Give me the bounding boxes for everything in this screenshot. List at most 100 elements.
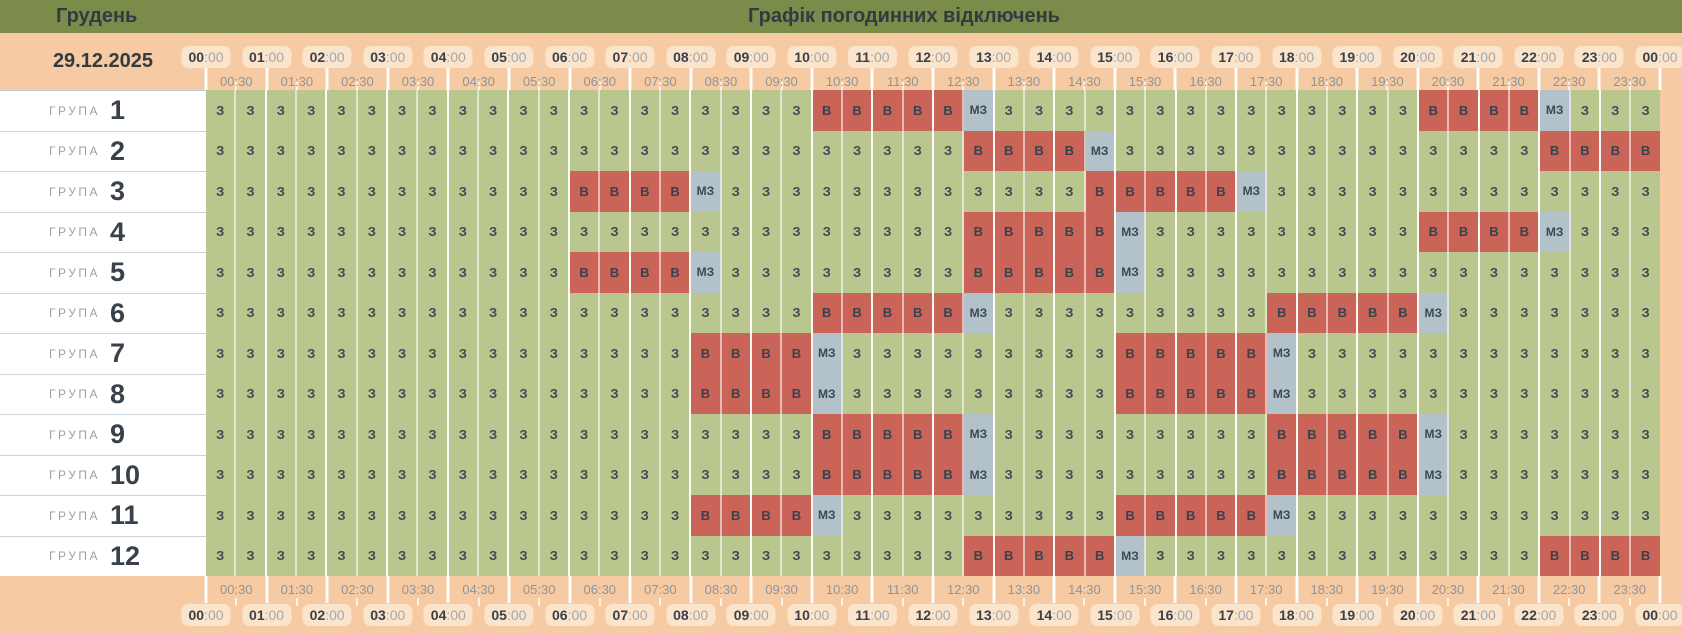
hour-tick <box>931 576 935 603</box>
schedule-cell: З <box>1631 373 1660 414</box>
schedule-cell: З <box>751 90 783 131</box>
schedule-cell: З <box>206 130 237 171</box>
hour-tick <box>870 59 874 90</box>
half-hour-label: 06:30 <box>583 74 617 89</box>
hour-value: 20 <box>1400 607 1416 623</box>
schedule-cell: В <box>964 130 995 171</box>
schedule-cell: В <box>842 414 874 455</box>
schedule-cell: З <box>842 211 874 252</box>
schedule-cell: В <box>1206 373 1238 414</box>
group-row: ГРУПА 9 З З З З З З З З З З З З З З З З З З З З В В В В В МЗ З З З З З З З… <box>0 414 1660 455</box>
minutes-suffix: :00 <box>1415 49 1436 65</box>
hour-label: 21:00 <box>1453 604 1503 626</box>
schedule-cell: З <box>569 414 601 455</box>
schedule-cell: З <box>206 171 237 212</box>
schedule-cell: З <box>1297 373 1329 414</box>
half-hour-tick <box>1386 82 1389 90</box>
schedule-cell: З <box>387 414 419 455</box>
schedule-cell: З <box>994 292 1025 333</box>
schedule-cell: З <box>842 535 874 576</box>
schedule-cell: МЗ <box>964 454 995 495</box>
group-prefix-label: ГРУПА <box>49 427 100 442</box>
schedule-cell: В <box>1297 414 1329 455</box>
hour-tick <box>446 576 450 603</box>
schedule-cell: З <box>1237 292 1268 333</box>
hour-tick <box>689 576 693 603</box>
schedule-cell: З <box>994 90 1025 131</box>
schedule-cell: З <box>1237 252 1268 293</box>
schedule-cell: З <box>721 252 752 293</box>
half-hour-tick <box>1144 82 1147 90</box>
schedule-cell: З <box>448 130 479 171</box>
hour-value: 10 <box>794 607 810 623</box>
hour-tick <box>1416 59 1420 90</box>
schedule-cell: В <box>1328 292 1359 333</box>
schedule-cell: З <box>418 535 449 576</box>
schedule-cell: З <box>994 495 1025 536</box>
schedule-cell: З <box>751 252 783 293</box>
schedule-cell: З <box>418 454 449 495</box>
schedule-cell: З <box>1328 535 1359 576</box>
schedule-cell: З <box>1540 252 1571 293</box>
minutes-suffix: :00 <box>1597 607 1617 623</box>
schedule-cell: З <box>266 414 297 455</box>
schedule-cell: З <box>387 90 419 131</box>
schedule-cell: З <box>721 535 752 576</box>
schedule-cell: З <box>1085 292 1116 333</box>
schedule-cell: З <box>782 454 813 495</box>
half-hour-tick <box>1325 82 1328 90</box>
half-hour-tick <box>901 598 904 606</box>
half-hour-label: 12:30 <box>947 74 980 89</box>
group-label: ГРУПА 10 <box>0 454 206 495</box>
schedule-cell: В <box>1206 171 1238 212</box>
schedule-cell: З <box>630 333 661 374</box>
hour-label: 04:00 <box>423 46 473 68</box>
half-hour-tick <box>719 82 722 90</box>
schedule-cell: З <box>842 333 874 374</box>
schedule-cell: В <box>1419 90 1450 131</box>
hour-value: 12 <box>915 607 932 623</box>
schedule-cell: З <box>478 252 510 293</box>
hour-label: 07:00 <box>605 604 655 626</box>
schedule-cell: З <box>1358 252 1389 293</box>
schedule-cell: З <box>782 130 813 171</box>
schedule-cell: В <box>994 130 1025 171</box>
schedule-cell: З <box>539 90 570 131</box>
half-hour-label: 13:30 <box>1007 74 1041 89</box>
schedule-cell: З <box>1176 90 1207 131</box>
schedule-cell: В <box>1631 130 1660 171</box>
schedule-cell: З <box>357 252 388 293</box>
half-hour-label: 16:30 <box>1189 582 1222 597</box>
schedule-cell: МЗ <box>1115 252 1147 293</box>
schedule-cell: В <box>1388 414 1420 455</box>
schedule-cell: З <box>1540 454 1571 495</box>
schedule-cell: З <box>751 414 783 455</box>
schedule-cell: МЗ <box>964 90 995 131</box>
schedule-cell: З <box>1449 333 1480 374</box>
schedule-cell: З <box>266 171 297 212</box>
hour-tick <box>1597 59 1601 90</box>
schedule-cell: З <box>296 333 328 374</box>
month-label: Грудень <box>56 5 138 27</box>
hour-tick <box>386 59 390 90</box>
hour-value: 00 <box>1642 607 1659 623</box>
schedule-cell: З <box>782 414 813 455</box>
group-cells: З З З З З З З З З З З З В В В В МЗ З З З З З З З З З З З З В В В В В МЗ З З З… <box>206 171 1660 212</box>
schedule-cell: З <box>357 373 388 414</box>
schedule-cell: З <box>266 130 297 171</box>
half-hour-tick <box>659 82 662 90</box>
schedule-cell: З <box>296 535 328 576</box>
schedule-cell: В <box>933 454 965 495</box>
schedule-cell: З <box>478 130 510 171</box>
schedule-cell: З <box>600 373 631 414</box>
schedule-cell: З <box>509 211 540 252</box>
half-hour-label: 22:30 <box>1552 74 1586 89</box>
schedule-cell: З <box>933 535 965 576</box>
schedule-cell: З <box>1146 454 1177 495</box>
schedule-cell: З <box>1419 373 1450 414</box>
schedule-cell: З <box>478 292 510 333</box>
hour-label: 18:00 <box>1271 46 1322 68</box>
hour-value: 03 <box>370 49 386 65</box>
hour-label: 22:00 <box>1514 46 1564 68</box>
schedule-cell: В <box>569 171 601 212</box>
